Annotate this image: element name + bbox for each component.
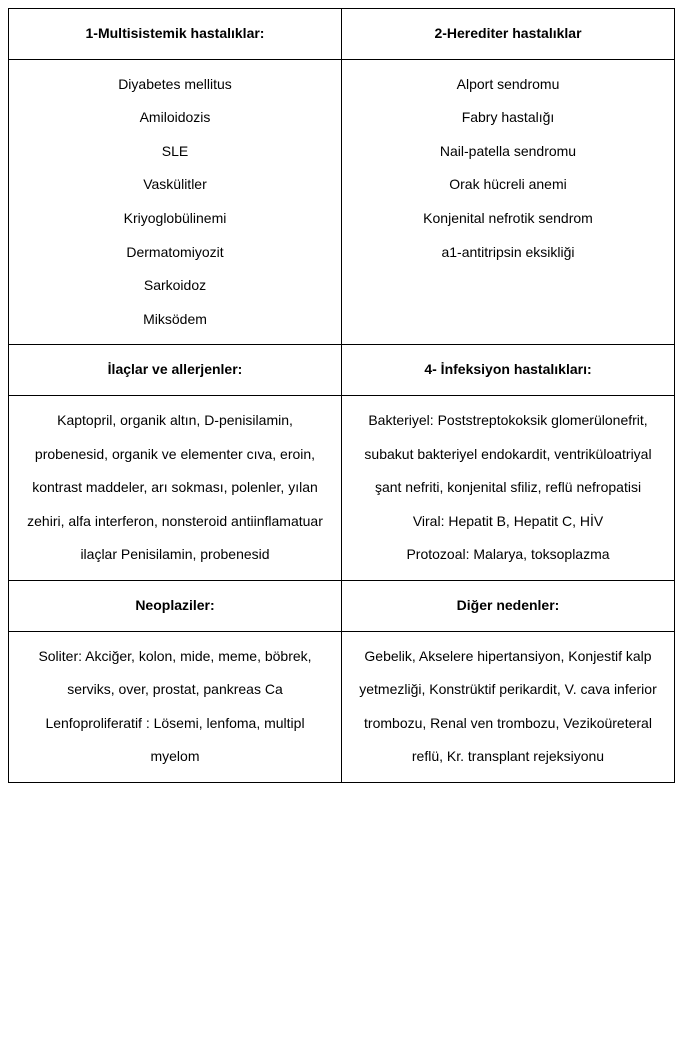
list-item: Kaptopril, organik altın, D-penisilamin,… xyxy=(19,404,331,572)
list-item: Vaskülitler xyxy=(19,168,331,202)
table-body: 1-Multisistemik hastalıklar: 2-Herediter… xyxy=(9,9,675,783)
list-item: Bakteriyel: Poststreptokoksik glomerülon… xyxy=(352,404,664,505)
table-row: 1-Multisistemik hastalıklar: 2-Herediter… xyxy=(9,9,675,60)
list-item: Nail-patella sendromu xyxy=(352,135,664,169)
section-header: 1-Multisistemik hastalıklar: xyxy=(9,9,342,60)
list-item: Miksödem xyxy=(19,303,331,337)
list-item: Sarkoidoz xyxy=(19,269,331,303)
list-item: Fabry hastalığı xyxy=(352,101,664,135)
list-item: Konjenital nefrotik sendrom xyxy=(352,202,664,236)
section-body: Bakteriyel: Poststreptokoksik glomerülon… xyxy=(342,395,675,580)
list-item: Diyabetes mellitus xyxy=(19,68,331,102)
list-item: Lenfoproliferatif : Lösemi, lenfoma, mul… xyxy=(19,707,331,774)
table-row: Neoplaziler: Diğer nedenler: xyxy=(9,580,675,631)
section-header: Diğer nedenler: xyxy=(342,580,675,631)
list-item: Kriyoglobülinemi xyxy=(19,202,331,236)
section-header: 4- İnfeksiyon hastalıkları: xyxy=(342,345,675,396)
list-item: SLE xyxy=(19,135,331,169)
section-body: Diyabetes mellitus Amiloidozis SLE Vaskü… xyxy=(9,59,342,345)
list-item: Protozoal: Malarya, toksoplazma xyxy=(352,538,664,572)
list-item: Viral: Hepatit B, Hepatit C, HİV xyxy=(352,505,664,539)
list-item: Amiloidozis xyxy=(19,101,331,135)
section-body: Gebelik, Akselere hipertansiyon, Konjest… xyxy=(342,631,675,782)
section-body: Alport sendromu Fabry hastalığı Nail-pat… xyxy=(342,59,675,345)
table-row: Soliter: Akciğer, kolon, mide, meme, böb… xyxy=(9,631,675,782)
section-body: Kaptopril, organik altın, D-penisilamin,… xyxy=(9,395,342,580)
list-item: Orak hücreli anemi xyxy=(352,168,664,202)
list-item: Soliter: Akciğer, kolon, mide, meme, böb… xyxy=(19,640,331,707)
disease-categories-table: 1-Multisistemik hastalıklar: 2-Herediter… xyxy=(8,8,675,783)
list-item: a1-antitripsin eksikliği xyxy=(352,236,664,270)
table-row: İlaçlar ve allerjenler: 4- İnfeksiyon ha… xyxy=(9,345,675,396)
list-item: Dermatomiyozit xyxy=(19,236,331,270)
section-header: Neoplaziler: xyxy=(9,580,342,631)
section-header: 2-Herediter hastalıklar xyxy=(342,9,675,60)
section-header: İlaçlar ve allerjenler: xyxy=(9,345,342,396)
table-row: Diyabetes mellitus Amiloidozis SLE Vaskü… xyxy=(9,59,675,345)
list-item: Gebelik, Akselere hipertansiyon, Konjest… xyxy=(352,640,664,774)
list-item: Alport sendromu xyxy=(352,68,664,102)
table-row: Kaptopril, organik altın, D-penisilamin,… xyxy=(9,395,675,580)
section-body: Soliter: Akciğer, kolon, mide, meme, böb… xyxy=(9,631,342,782)
